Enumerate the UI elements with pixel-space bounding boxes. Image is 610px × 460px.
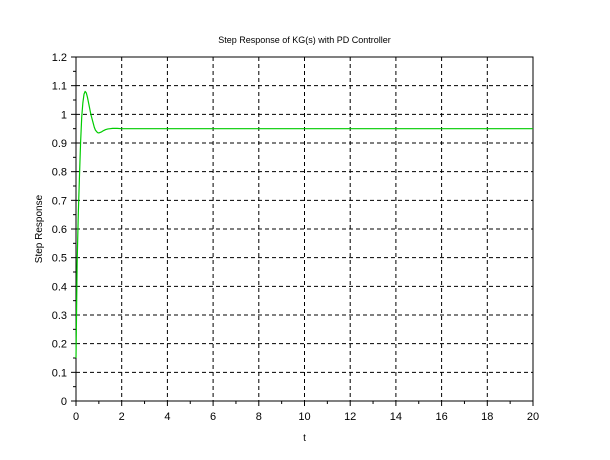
grid-layer — [76, 57, 533, 401]
chart-title: Step Response of KG(s) with PD Controlle… — [218, 35, 391, 45]
x-tick-label: 14 — [390, 411, 402, 423]
x-tick-label: 4 — [164, 411, 170, 423]
x-tick-label: 6 — [210, 411, 216, 423]
x-axis-label: t — [303, 433, 306, 444]
x-tick-label: 10 — [298, 411, 310, 423]
y-tick-label: 0.2 — [52, 339, 67, 351]
series-layer — [75, 90, 533, 359]
y-tick-label: 0.1 — [52, 367, 67, 379]
x-tick-label: 16 — [435, 411, 447, 423]
x-tick-label: 8 — [256, 411, 262, 423]
x-tick-label: 18 — [481, 411, 493, 423]
y-tick-label: 0.8 — [52, 167, 67, 179]
series-line — [75, 90, 533, 359]
y-tick-label: 0.5 — [52, 253, 67, 265]
y-tick-label: 0.6 — [52, 224, 67, 236]
y-tick-label: 0.3 — [52, 310, 67, 322]
y-axis-label: Step Response — [34, 194, 45, 263]
y-tick-label: 1 — [61, 109, 67, 121]
y-tick-label: 0.9 — [52, 138, 67, 150]
y-tick-label: 0 — [61, 396, 67, 408]
ticks-layer — [71, 56, 534, 406]
y-tick-label: 1.2 — [52, 52, 67, 64]
y-tick-label: 0.7 — [52, 195, 67, 207]
tick-labels-layer: 0 2 4 6 8 10 12 14 16 18 20 0 0.1 0.2 0.3 0.4 0.5 0.6 0.7 0… — [52, 52, 539, 423]
x-tick-label: 12 — [344, 411, 356, 423]
y-tick-label: 1.1 — [52, 81, 67, 93]
x-tick-label: 0 — [73, 411, 79, 423]
x-tick-label: 20 — [527, 411, 539, 423]
y-tick-label: 0.4 — [52, 281, 67, 293]
x-tick-label: 2 — [119, 411, 125, 423]
